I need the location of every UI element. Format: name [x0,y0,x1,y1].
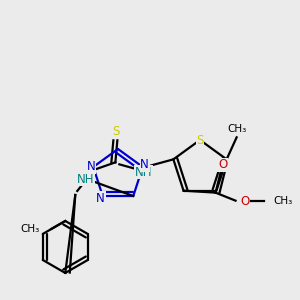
Text: NH: NH [76,173,94,186]
Text: N: N [140,158,149,172]
Text: N: N [87,160,96,173]
Text: N: N [96,191,105,205]
Text: CH₃: CH₃ [20,224,39,234]
Text: S: S [196,134,204,146]
Text: NH: NH [135,166,152,179]
Text: CH₃: CH₃ [227,124,246,134]
Text: O: O [241,195,250,208]
Text: O: O [218,158,227,171]
Text: CH₃: CH₃ [274,196,293,206]
Text: S: S [113,125,120,138]
